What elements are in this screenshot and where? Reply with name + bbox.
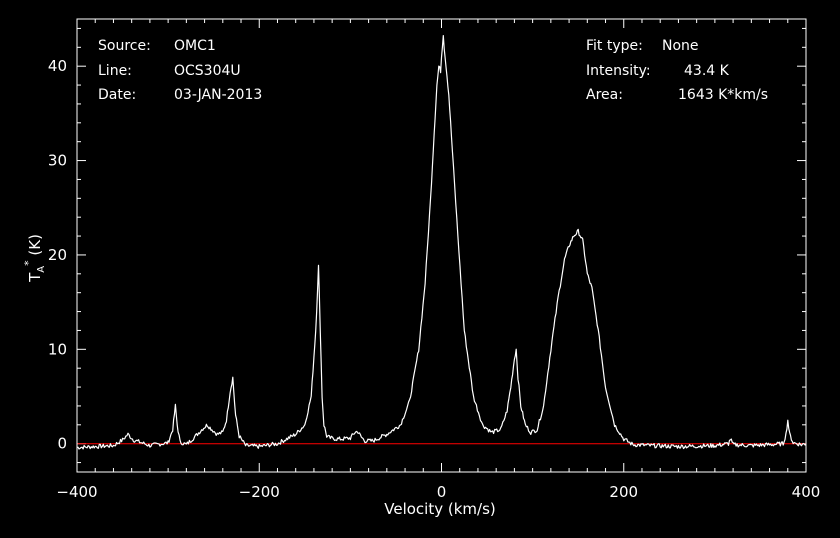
date-label: Date: <box>98 87 136 103</box>
x-tick-label: 400 <box>792 483 821 501</box>
date-value: 03-JAN-2013 <box>174 87 262 103</box>
x-axis-title: Velocity (km/s) <box>384 500 495 518</box>
fit-type-value: None <box>662 38 699 54</box>
fit-type-label: Fit type: <box>586 38 643 54</box>
x-tick-label: 0 <box>437 483 447 501</box>
plot-frame <box>76 18 807 473</box>
y-tick-label: 20 <box>48 246 67 264</box>
tick-labels: −400 −200 0 200 400 0 10 20 30 40 <box>48 57 820 501</box>
source-value: OMC1 <box>174 38 216 54</box>
x-tick-label: −200 <box>239 483 280 501</box>
y-tick-label: 0 <box>57 435 67 453</box>
intensity-label: Intensity: <box>586 63 651 79</box>
y-tick-label: 30 <box>48 152 67 170</box>
area-label: Area: <box>586 87 623 103</box>
intensity-value: 43.4 K <box>684 63 730 79</box>
svg-text:TA* (K): TA* (K) <box>22 234 47 283</box>
y-axis-title: TA* (K) <box>22 234 47 283</box>
source-label: Source: <box>98 38 151 54</box>
y-tick-label: 40 <box>48 57 67 75</box>
y-tick-label: 10 <box>48 340 67 358</box>
x-tick-label: −400 <box>56 483 97 501</box>
spectrum-trace <box>76 35 807 450</box>
axes-ticks <box>76 19 807 472</box>
x-tick-label: 200 <box>609 483 638 501</box>
line-label: Line: <box>98 63 132 79</box>
line-value: OCS304U <box>174 63 241 79</box>
area-value: 1643 K*km/s <box>678 87 768 103</box>
